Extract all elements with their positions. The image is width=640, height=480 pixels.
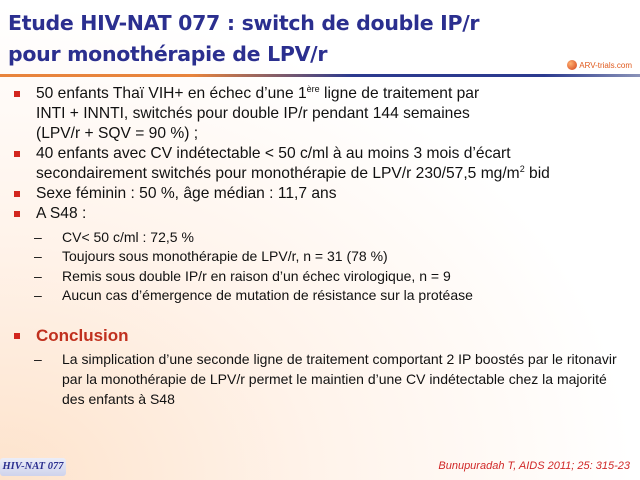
slide-title: Etude HIV-NAT 077 : switch de double IP/… [8,8,480,70]
sub-bullet-text: Aucun cas d’émergence de mutation de rés… [62,286,473,303]
logo-text: ARV-trials.com [579,60,632,70]
bullet-item: Sexe féminin : 50 %, âge médian : 11,7 a… [12,184,632,204]
conclusion-label: Conclusion [36,326,129,346]
bullet-text: 40 enfants avec CV indétectable < 50 c/m… [36,145,511,162]
bullet-text: (LPV/r + SQV = 90 %) ; [36,125,199,142]
citation: Bunupuradah T, AIDS 2011; 25: 315-23 [438,460,630,472]
bullet-text: 50 enfants Thaï VIH+ en échec d’une 1 [36,85,307,102]
bullet-text: ligne de traitement par [319,85,480,102]
conclusion-body: La simplication d’une seconde ligne de t… [62,351,617,408]
sub-bullet-text: CV< 50 c/ml : 72,5 % [62,229,194,245]
study-tag: HIV-NAT 077 [0,458,66,476]
bullet-square-icon [14,333,20,340]
superscript: ère [306,83,320,94]
title-line-1: Etude HIV-NAT 077 : switch de double IP/… [8,11,480,35]
sub-bullet: – Aucun cas d’émergence de mutation de ré… [34,286,473,303]
bullet-text: A S48 : [36,205,87,222]
superscript: 2 [519,163,525,174]
slide-body: 50 enfants Thaï VIH+ en échec d’une 1ère… [12,84,632,409]
sub-bullet-text: Remis sous double IP/r en raison d’un éc… [62,267,451,284]
bullet-square-icon [14,91,20,97]
bullet-square-icon [14,211,20,217]
sub-bullet-text: Toujours sous monothérapie de LPV/r, n =… [62,248,388,265]
sub-bullet: – Remis sous double IP/r en raison d’un é… [34,267,451,284]
bullet-item: 50 enfants Thaï VIH+ en échec d’une 1ère… [12,84,632,144]
bullet-item: 40 enfants avec CV indétectable < 50 c/m… [12,144,632,184]
title-divider [0,74,640,77]
bullet-item: A S48 : [12,204,632,224]
conclusion-text: – La simplication d’une seconde ligne de … [34,351,617,408]
bullet-square-icon [14,151,20,157]
sub-bullet: – CV< 50 c/ml : 72,5 % [34,229,194,245]
sub-bullet: – Toujours sous monothérapie de LPV/r, n … [34,248,388,265]
bullet-text: Sexe féminin : 50 %, âge médian : 11,7 a… [36,185,337,202]
bullet-text: bid [524,165,550,182]
bullet-square-icon [14,191,20,197]
bullet-text: INTI + INNTI, switchés pour double IP/r … [36,105,470,122]
arv-trials-logo: ARV-trials.com [567,60,632,70]
title-line-2: pour monothérapie de LPV/r [8,42,328,66]
bullet-text: secondairement switchés pour monothérapi… [36,165,520,182]
conclusion-heading: Conclusion [12,325,632,347]
logo-icon [567,60,578,70]
